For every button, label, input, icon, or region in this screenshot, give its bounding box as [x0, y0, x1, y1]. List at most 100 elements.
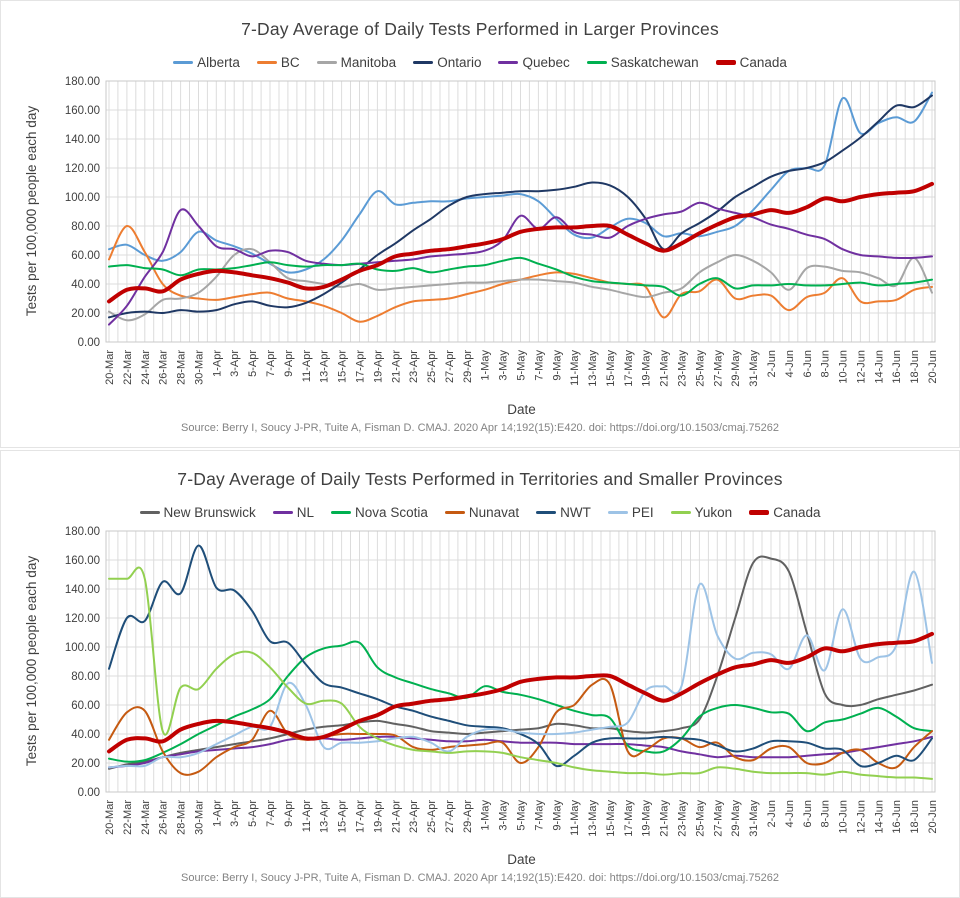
chart-title-territories-smaller-provinces: 7-Day Average of Daily Tests Performed i… — [177, 469, 783, 489]
x-tick-label: 3-Apr — [229, 800, 241, 827]
legend-swatch-nl — [272, 511, 293, 514]
source-citation: Source: Berry I, Soucy J-PR, Tuite A, Fi… — [181, 422, 779, 434]
series-line-nl — [108, 735, 933, 769]
x-tick-label: 12-Jun — [855, 350, 867, 384]
x-tick-label: 12-Jun — [855, 800, 867, 834]
x-tick-label: 24-Mar — [140, 800, 152, 835]
legend-swatch-ontario — [413, 61, 434, 64]
y-axis-tick-labels: 0.00 20.00 40.00 60.00 80.00 100.00 120.00 140.… — [65, 76, 100, 349]
legend-item-pei: PEI — [607, 505, 654, 520]
x-tick-label: 26-Mar — [158, 350, 170, 385]
series-lines — [107, 544, 934, 780]
legend-swatch-bc — [256, 61, 277, 64]
x-tick-label: 11-May — [569, 800, 581, 836]
x-tick-label: 28-Mar — [176, 800, 188, 835]
x-tick-label: 11-Apr — [301, 800, 313, 833]
x-tick-label: 27-Apr — [444, 800, 456, 833]
legend-label-canada: Canada — [739, 55, 787, 70]
plot-border — [105, 80, 936, 343]
x-tick-label: 14-Jun — [873, 350, 885, 384]
x-tick-label: 3-May — [498, 800, 510, 831]
legend-swatch-alberta — [173, 61, 194, 64]
x-tick-label: 1-May — [480, 350, 492, 381]
series-line-saskatchewan — [108, 256, 933, 297]
x-tick-label: 24-Mar — [140, 350, 152, 385]
legend-swatch-nwt — [536, 511, 557, 514]
series-line-canada — [107, 181, 934, 304]
y-tick-label: 180.00 — [65, 526, 100, 538]
y-tick-label: 60.00 — [71, 250, 100, 262]
legend-item-ontario: Ontario — [413, 55, 481, 70]
x-tick-label: 23-Apr — [408, 800, 420, 833]
x-tick-label: 25-May — [694, 800, 706, 837]
x-tick-label: 20-Mar — [104, 350, 116, 385]
series-line-nova-scotia — [108, 640, 933, 763]
x-tick-label: 13-May — [587, 800, 599, 837]
x-tick-label: 5-Apr — [247, 350, 259, 377]
x-tick-label: 5-May — [516, 350, 528, 381]
x-tick-label: 20-Jun — [927, 800, 939, 834]
x-tick-label: 9-Apr — [283, 800, 295, 827]
y-tick-label: 180.00 — [65, 76, 100, 88]
x-tick-label: 15-Apr — [337, 350, 349, 383]
x-tick-label: 29-May — [730, 350, 742, 387]
legend-item-manitoba: Manitoba — [316, 55, 396, 70]
legend-item-canada: Canada — [715, 55, 787, 70]
y-tick-label: 80.00 — [71, 671, 100, 683]
x-tick-label: 27-May — [712, 800, 724, 837]
x-tick-label: 17-Apr — [355, 800, 367, 833]
x-tick-label: 1-Apr — [211, 800, 223, 827]
x-tick-label: 13-Apr — [319, 350, 331, 383]
legend-item-saskatchewan: Saskatchewan — [586, 55, 699, 70]
x-tick-label: 2-Jun — [766, 350, 778, 378]
x-tick-label: 23-May — [677, 800, 689, 837]
y-tick-label: 20.00 — [71, 308, 100, 320]
x-tick-label: 10-Jun — [838, 800, 850, 834]
x-tick-label: 1-Apr — [211, 350, 223, 377]
y-tick-label: 160.00 — [65, 555, 100, 567]
legend-item-alberta: Alberta — [173, 55, 240, 70]
x-tick-label: 19-May — [641, 350, 653, 387]
legend-swatch-quebec — [498, 61, 519, 64]
plot-border — [105, 530, 936, 793]
x-tick-label: 19-Apr — [372, 800, 384, 833]
legend-swatch-nunavat — [444, 511, 465, 514]
legend-swatch-yukon — [670, 511, 691, 514]
x-tick-label: 4-Jun — [784, 800, 796, 828]
x-tick-label: 14-Jun — [873, 800, 885, 834]
x-tick-label: 7-May — [533, 800, 545, 831]
line-chart-larger-provinces: 0.00 20.00 40.00 60.00 80.00 100.00 120.00 140.… — [24, 76, 939, 387]
series-line-alberta — [108, 91, 933, 274]
x-tick-label: 5-May — [516, 800, 528, 831]
legend-swatch-pei — [607, 511, 628, 514]
x-tick-label: 6-Jun — [802, 350, 814, 378]
legend-label-pei: PEI — [631, 505, 654, 520]
y-tick-label: 20.00 — [71, 758, 100, 770]
x-tick-label: 7-Apr — [265, 800, 277, 827]
y-axis-title: Tests per 100,000 people each day — [24, 556, 39, 766]
y-tick-label: 0.00 — [78, 787, 100, 799]
x-tick-label: 28-Mar — [176, 350, 188, 385]
x-tick-label: 31-May — [748, 800, 760, 837]
legend-label-bc: BC — [280, 55, 300, 70]
x-tick-label: 25-Apr — [426, 350, 438, 383]
x-tick-label: 10-Jun — [838, 350, 850, 384]
series-line-canada — [107, 631, 934, 754]
x-tick-label: 13-May — [587, 350, 599, 387]
gridlines — [106, 530, 935, 793]
x-tick-label: 27-May — [712, 350, 724, 387]
legend-territories-smaller-provinces: New Brunswick NL Nova Scotia Nunavat NWT PEI Y… — [1, 505, 959, 520]
x-axis-title: Date — [507, 402, 536, 417]
x-tick-label: 21-May — [659, 800, 671, 837]
x-tick-label: 9-May — [551, 800, 563, 831]
gridlines — [106, 80, 935, 343]
x-tick-label: 13-Apr — [319, 800, 331, 833]
legend-label-ontario: Ontario — [437, 55, 482, 70]
y-axis-title: Tests per 100,000 people each day — [24, 106, 39, 316]
y-axis-tick-labels: 0.00 20.00 40.00 60.00 80.00 100.00 120.00 140.… — [65, 526, 100, 799]
x-tick-label: 9-May — [551, 350, 563, 381]
x-tick-label: 7-May — [533, 350, 545, 381]
x-tick-label: 19-May — [641, 800, 653, 837]
x-tick-label: 31-May — [748, 350, 760, 387]
x-tick-label: 30-Mar — [194, 350, 206, 385]
